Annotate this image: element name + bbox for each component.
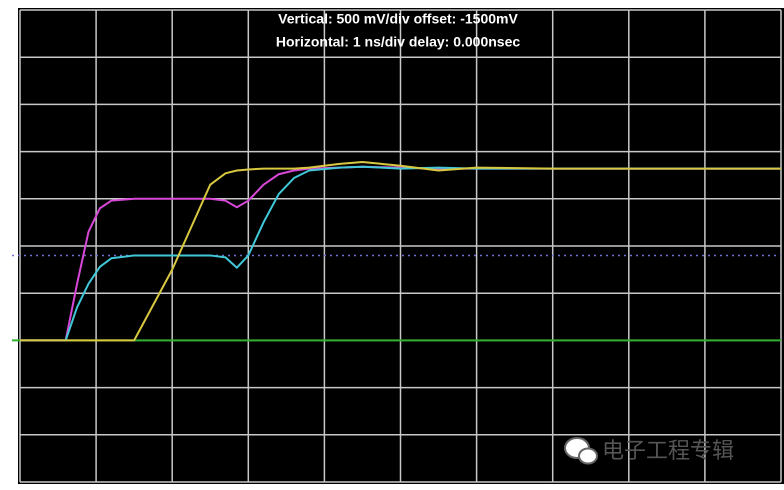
- title-horizontal: Horizontal: 1 ns/div delay: 0.000nsec: [276, 34, 521, 50]
- watermark-icon: [564, 437, 598, 465]
- title-vertical: Vertical: 500 mV/div offset: -1500mV: [278, 11, 518, 27]
- traces: [20, 160, 781, 342]
- watermark: 电子工程专辑: [602, 439, 734, 464]
- trace: [20, 160, 781, 342]
- grid: [12, 9, 782, 483]
